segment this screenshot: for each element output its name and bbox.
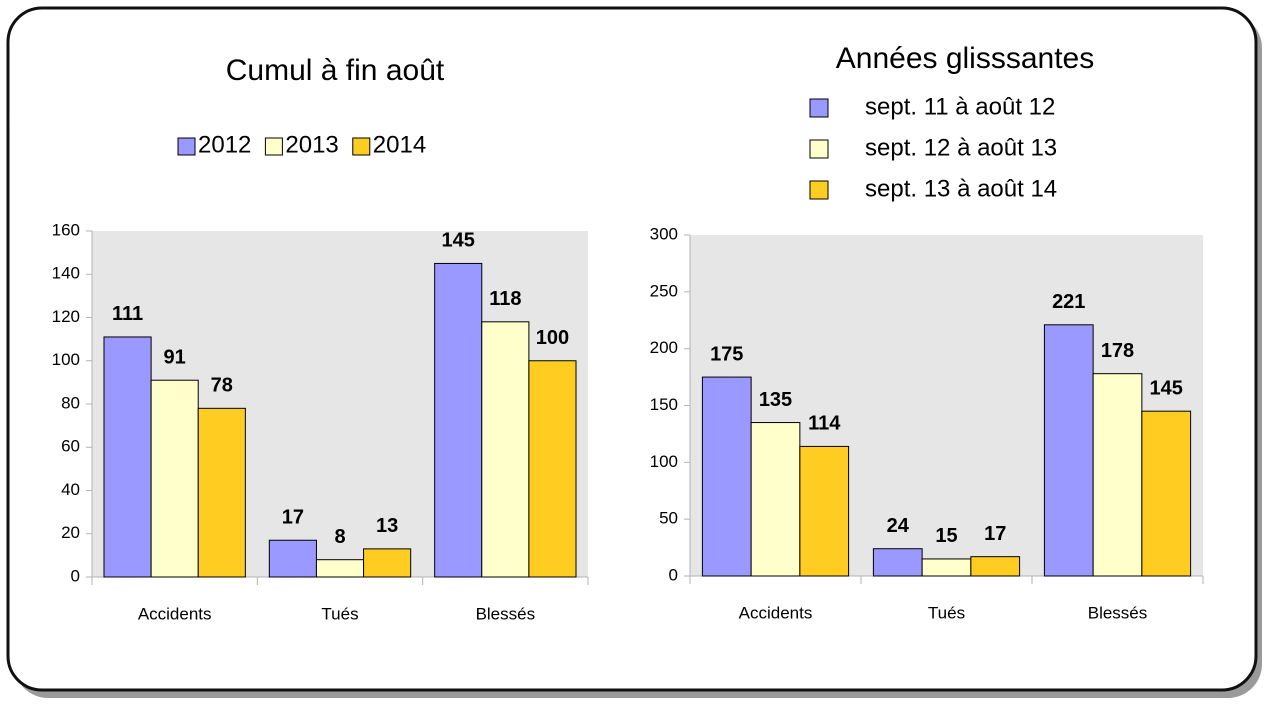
bar <box>103 336 152 578</box>
legend-swatch <box>809 98 829 118</box>
y-tick-label: 80 <box>61 393 80 412</box>
data-label: 145 <box>442 230 475 252</box>
legend-label: 2014 <box>373 131 426 158</box>
bar <box>197 407 246 578</box>
y-tick-label: 200 <box>650 338 678 357</box>
data-label: 24 <box>887 515 910 537</box>
legend-swatch <box>352 137 371 156</box>
data-label: 100 <box>536 327 569 349</box>
y-tick-label: 300 <box>650 224 678 243</box>
x-tick-label: Blessés <box>1088 603 1148 622</box>
y-tick-label: 120 <box>52 307 80 326</box>
data-label: 91 <box>164 346 186 368</box>
legend-label: sept. 12 à août 13 <box>865 134 1057 161</box>
legend-swatch <box>264 137 283 156</box>
legend-label: 2013 <box>285 131 338 158</box>
y-tick-label: 0 <box>669 565 678 584</box>
y-tick-label: 100 <box>650 452 678 471</box>
y-tick-label: 60 <box>61 437 80 456</box>
bar <box>970 556 1021 577</box>
legend-swatch <box>809 139 829 159</box>
bar <box>363 548 412 578</box>
data-label: 175 <box>710 343 743 365</box>
data-label: 17 <box>282 507 304 529</box>
data-label: 135 <box>759 389 792 411</box>
bar <box>528 360 577 578</box>
data-label: 78 <box>211 375 233 397</box>
bar <box>1092 373 1143 577</box>
x-tick-label: Accidents <box>138 604 212 623</box>
legend-swatch <box>177 137 196 156</box>
y-tick-label: 150 <box>650 395 678 414</box>
x-tick-label: Tués <box>928 603 965 622</box>
data-label: 13 <box>376 515 398 537</box>
y-tick-label: 20 <box>61 523 80 542</box>
chart-title: Années glisssantes <box>836 42 1095 75</box>
y-tick-label: 40 <box>61 480 80 499</box>
legend-swatch <box>809 180 829 200</box>
bar <box>481 321 530 578</box>
data-label: 15 <box>935 525 957 547</box>
bar <box>315 559 365 578</box>
bar <box>150 379 199 578</box>
data-label: 111 <box>112 303 143 325</box>
bar <box>750 422 801 577</box>
bar <box>1043 324 1094 577</box>
y-tick-label: 100 <box>52 350 80 369</box>
chart-title: Cumul à fin août <box>226 54 445 87</box>
data-label: 178 <box>1101 340 1134 362</box>
y-tick-label: 160 <box>52 220 80 239</box>
legend-label: sept. 11 à août 12 <box>865 93 1055 120</box>
y-tick-label: 250 <box>650 281 678 300</box>
bar <box>268 539 317 578</box>
x-tick-label: Accidents <box>739 603 813 622</box>
x-tick-label: Blessés <box>476 604 536 623</box>
legend-label: sept. 13 à août 14 <box>865 175 1057 202</box>
bar <box>799 445 850 577</box>
bar <box>1141 410 1192 577</box>
bar <box>872 548 923 577</box>
bar <box>434 262 483 578</box>
bar <box>921 558 972 577</box>
data-label: 145 <box>1150 377 1183 399</box>
data-label: 17 <box>984 523 1006 545</box>
bar <box>701 376 752 577</box>
data-label: 8 <box>334 526 345 548</box>
y-tick-label: 140 <box>52 264 80 283</box>
data-label: 118 <box>489 288 521 310</box>
legend-label: 2012 <box>198 131 251 158</box>
data-label: 221 <box>1052 291 1085 313</box>
y-tick-label: 50 <box>659 509 678 528</box>
y-tick-label: 0 <box>71 566 80 585</box>
x-tick-label: Tués <box>321 604 358 623</box>
data-label: 114 <box>808 413 841 435</box>
